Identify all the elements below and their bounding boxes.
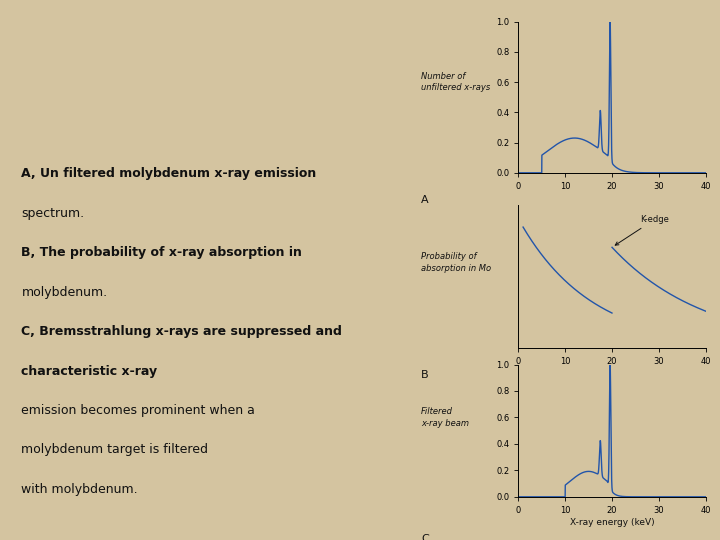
X-axis label: X-ray energy (keV): X-ray energy (keV) (570, 518, 654, 526)
Text: molybdenum.: molybdenum. (22, 286, 107, 299)
Text: Probability of
absorption in Mo: Probability of absorption in Mo (421, 252, 491, 273)
Text: A: A (421, 195, 428, 206)
Text: B: B (421, 370, 428, 380)
Text: Number of
unfiltered x-rays: Number of unfiltered x-rays (421, 72, 490, 92)
Text: molybdenum target is filtered: molybdenum target is filtered (22, 443, 208, 456)
Text: C, Bremsstrahlung x-rays are suppressed and: C, Bremsstrahlung x-rays are suppressed … (22, 325, 342, 338)
Text: spectrum.: spectrum. (22, 207, 84, 220)
Text: C: C (421, 534, 429, 540)
Text: K-edge: K-edge (615, 215, 669, 245)
Text: B, The probability of x-ray absorption in: B, The probability of x-ray absorption i… (22, 246, 302, 259)
Text: with molybdenum.: with molybdenum. (22, 483, 138, 496)
Text: emission becomes prominent when a: emission becomes prominent when a (22, 404, 256, 417)
Text: A, Un filtered molybdenum x-ray emission: A, Un filtered molybdenum x-ray emission (22, 167, 317, 180)
Text: characteristic x-ray: characteristic x-ray (22, 364, 158, 377)
Text: Filtered
x-ray beam: Filtered x-ray beam (421, 407, 469, 428)
